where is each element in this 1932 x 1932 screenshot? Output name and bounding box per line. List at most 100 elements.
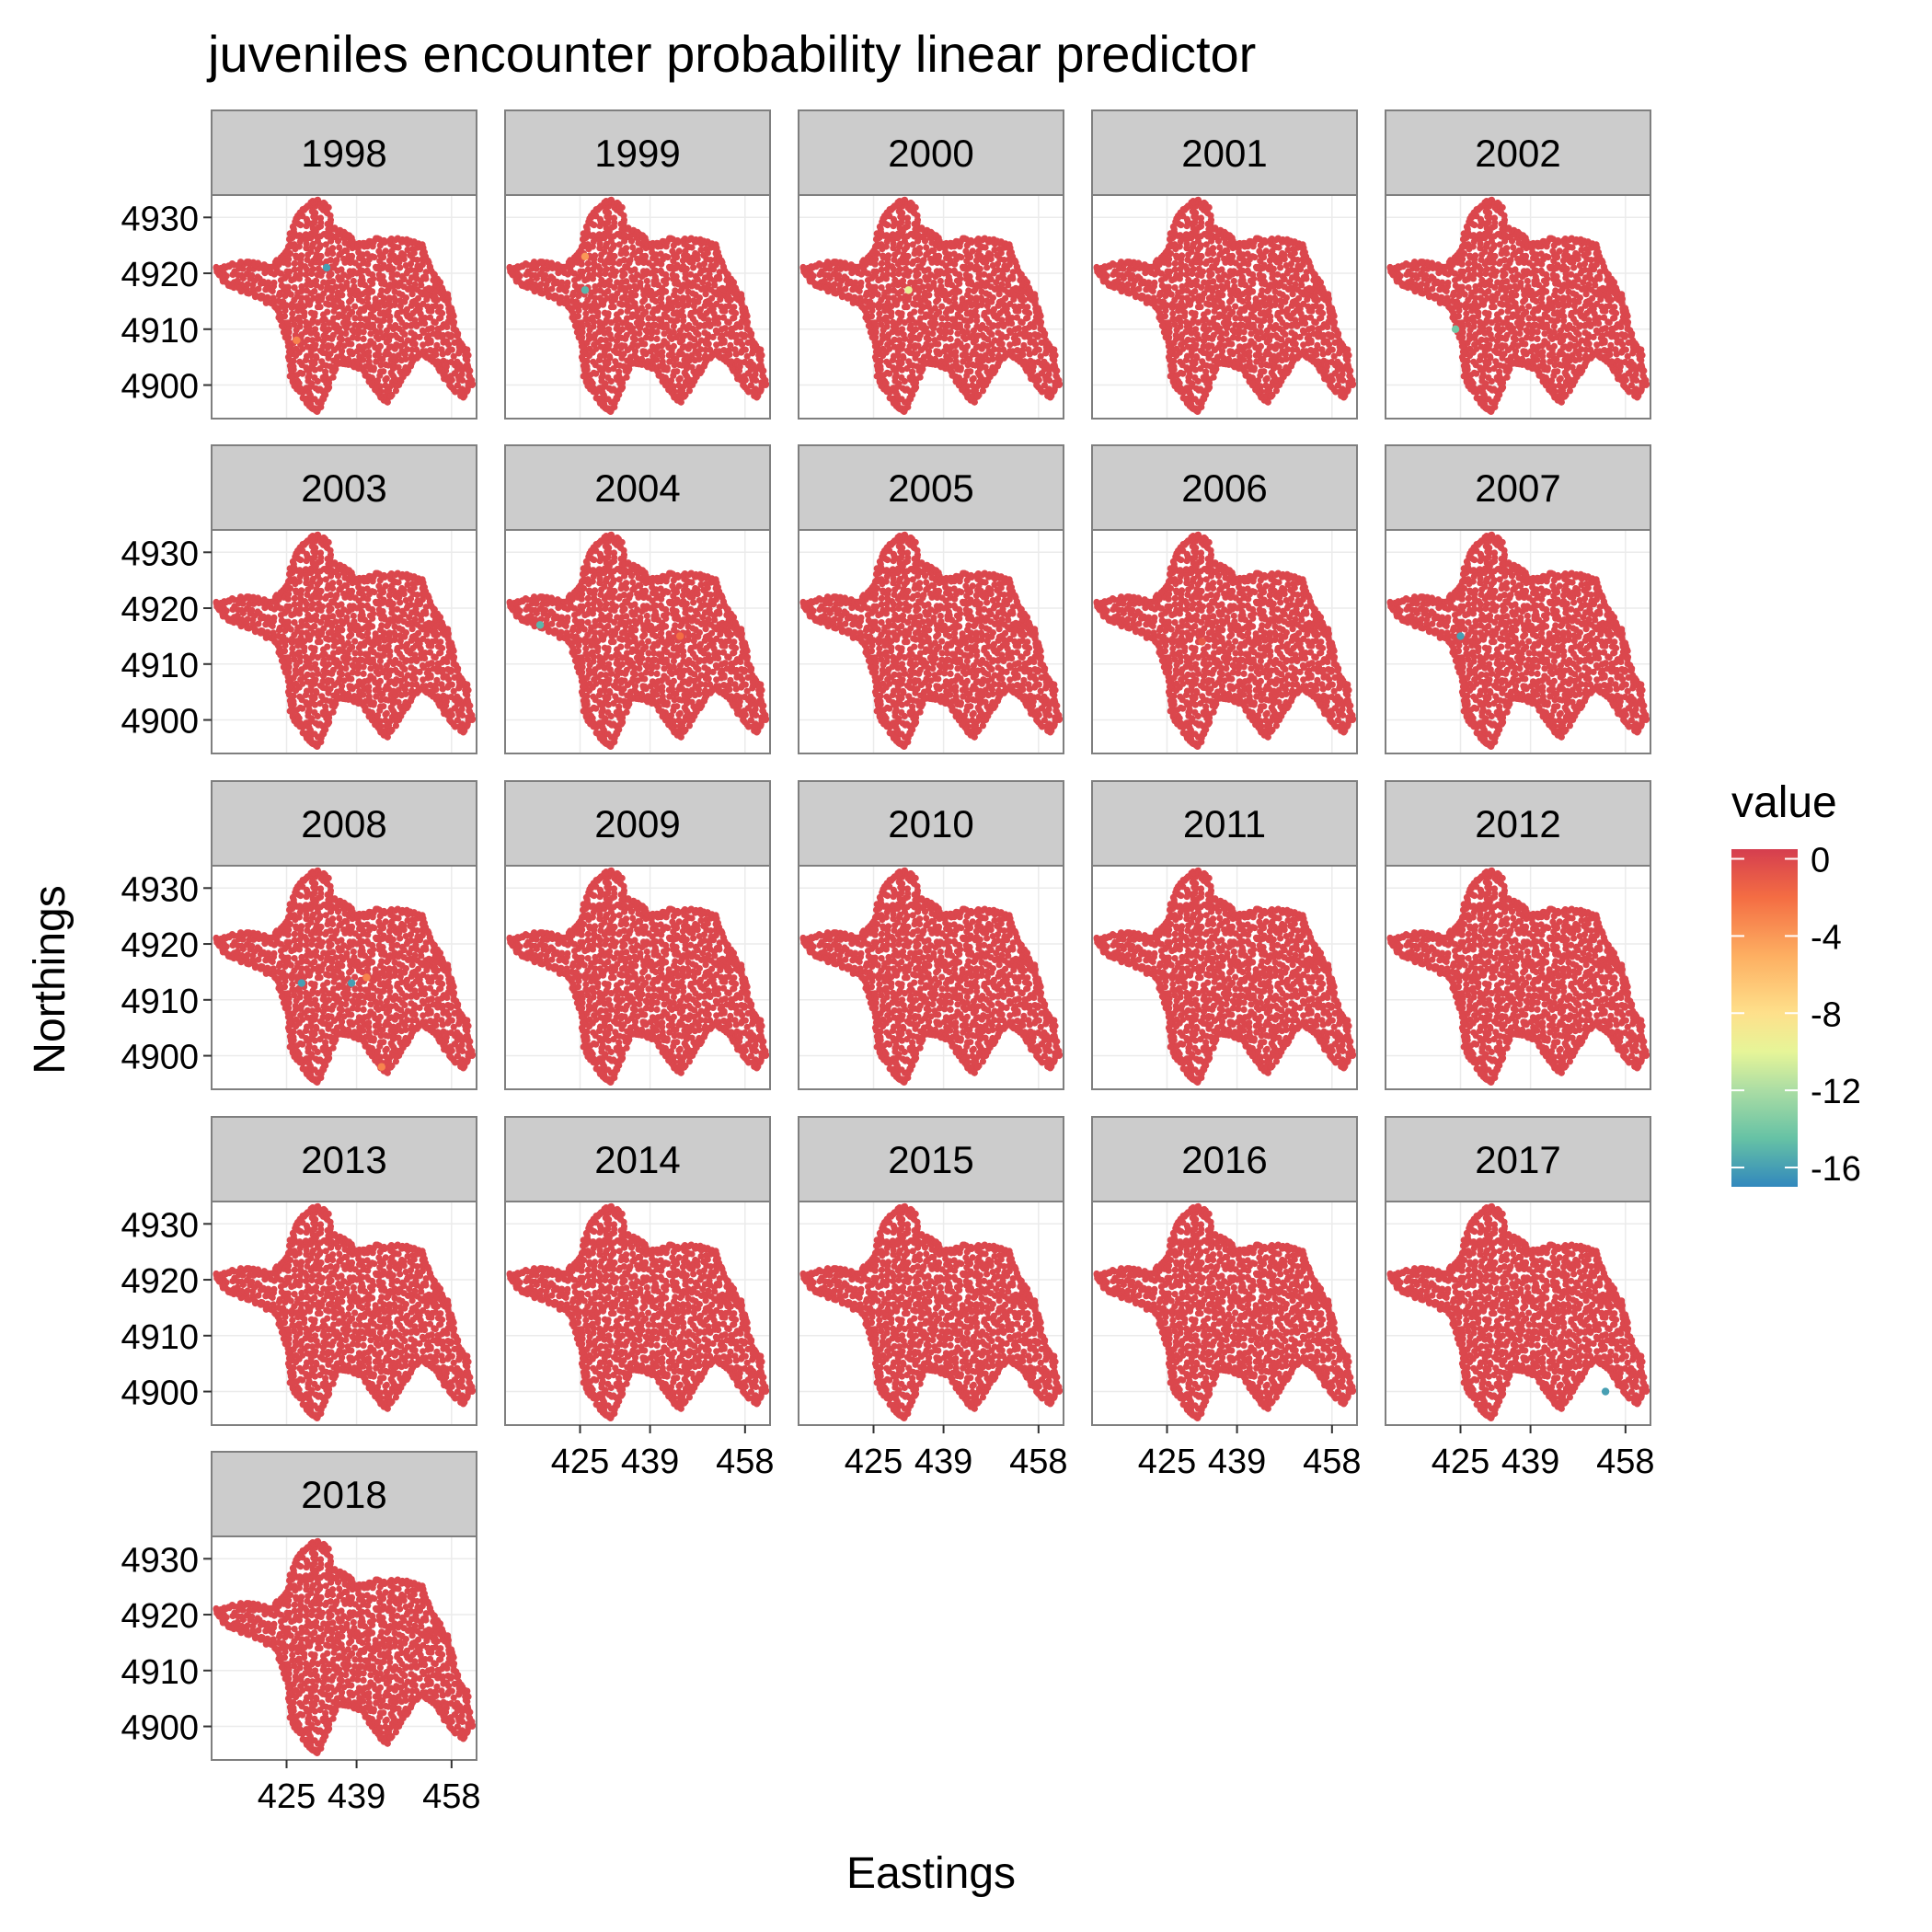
data-point (285, 328, 293, 336)
data-point (1208, 270, 1215, 278)
data-point (676, 374, 684, 382)
data-point (824, 259, 832, 266)
data-point (459, 376, 466, 384)
data-point (592, 252, 599, 259)
data-point (304, 256, 311, 263)
data-point (605, 277, 614, 284)
data-point (1250, 364, 1258, 372)
data-point (274, 269, 282, 276)
data-point (395, 363, 402, 371)
data-point (244, 281, 251, 288)
data-point (1306, 314, 1315, 321)
data-point (637, 279, 644, 286)
data-point (662, 270, 670, 279)
data-point (867, 298, 874, 305)
data-point (1006, 327, 1013, 334)
data-point (1282, 294, 1290, 302)
strip-1998 (211, 109, 477, 196)
data-point (1292, 340, 1299, 348)
data-point (663, 364, 672, 372)
strip-label-1998: 1998 (301, 132, 386, 175)
data-point (284, 260, 292, 268)
data-point (1249, 270, 1257, 279)
data-point (905, 268, 914, 275)
data-point (311, 310, 318, 317)
data-point (945, 273, 952, 281)
data-point (396, 325, 403, 333)
data-point (935, 252, 943, 259)
data-point (1166, 236, 1174, 243)
data-point (531, 259, 538, 266)
data-point (1177, 358, 1184, 365)
data-point (645, 303, 652, 310)
data-point (605, 326, 613, 333)
data-point (684, 252, 691, 259)
data-point (956, 253, 963, 260)
data-point (1046, 376, 1053, 384)
data-point (411, 340, 419, 348)
data-point (312, 209, 319, 217)
data-point (684, 373, 691, 380)
data-point (1210, 245, 1217, 252)
data-point (653, 335, 661, 342)
data-point (1177, 369, 1185, 376)
y-tick-label: 4910 (121, 312, 199, 351)
data-point (743, 313, 751, 320)
data-point (621, 270, 628, 278)
data-point (930, 279, 937, 286)
data-point (914, 231, 922, 238)
data-point (631, 336, 639, 343)
data-point (970, 374, 977, 382)
data-point (1340, 376, 1347, 384)
data-point (1307, 337, 1315, 344)
data-point (369, 253, 376, 260)
data-point (1230, 277, 1237, 285)
data-point (615, 316, 622, 323)
data-point (685, 331, 693, 339)
data-point (688, 363, 696, 371)
data-point (899, 326, 906, 333)
data-point (1218, 336, 1226, 343)
data-point (753, 376, 760, 384)
data-point (1202, 316, 1209, 323)
data-point (349, 308, 356, 316)
data-point (966, 273, 973, 281)
data-point (883, 358, 891, 365)
points-1998 (213, 196, 477, 415)
data-point (360, 328, 367, 336)
data-point (454, 358, 461, 365)
data-point (1024, 304, 1031, 311)
data-point (696, 294, 704, 302)
data-point (308, 380, 316, 387)
data-point (320, 279, 328, 286)
data-point (439, 309, 446, 317)
data-point (977, 294, 985, 302)
data-point (1197, 214, 1205, 222)
data-point (343, 279, 351, 286)
data-point (329, 331, 337, 339)
data-point (312, 214, 319, 222)
data-point (1275, 363, 1282, 371)
data-point (631, 300, 638, 307)
data-point (936, 308, 943, 316)
data-point (1292, 316, 1299, 324)
data-point (396, 290, 403, 297)
data-point (888, 309, 895, 316)
data-point (320, 322, 328, 329)
data-point (261, 270, 269, 277)
data-point (925, 336, 933, 343)
data-point (351, 303, 359, 310)
data-point (348, 340, 355, 348)
data-point (873, 373, 880, 380)
data-point (1013, 314, 1021, 321)
data-point (1199, 268, 1207, 275)
data-point (689, 316, 697, 323)
data-point (977, 252, 984, 259)
data-point (1308, 325, 1316, 332)
data-point (605, 209, 613, 217)
data-point (1334, 358, 1341, 365)
data-point (987, 283, 995, 291)
data-point (914, 342, 922, 350)
data-point (725, 293, 732, 301)
data-point (998, 281, 1006, 288)
